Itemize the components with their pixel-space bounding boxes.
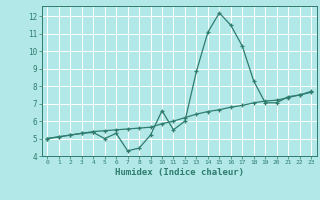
X-axis label: Humidex (Indice chaleur): Humidex (Indice chaleur) bbox=[115, 168, 244, 177]
